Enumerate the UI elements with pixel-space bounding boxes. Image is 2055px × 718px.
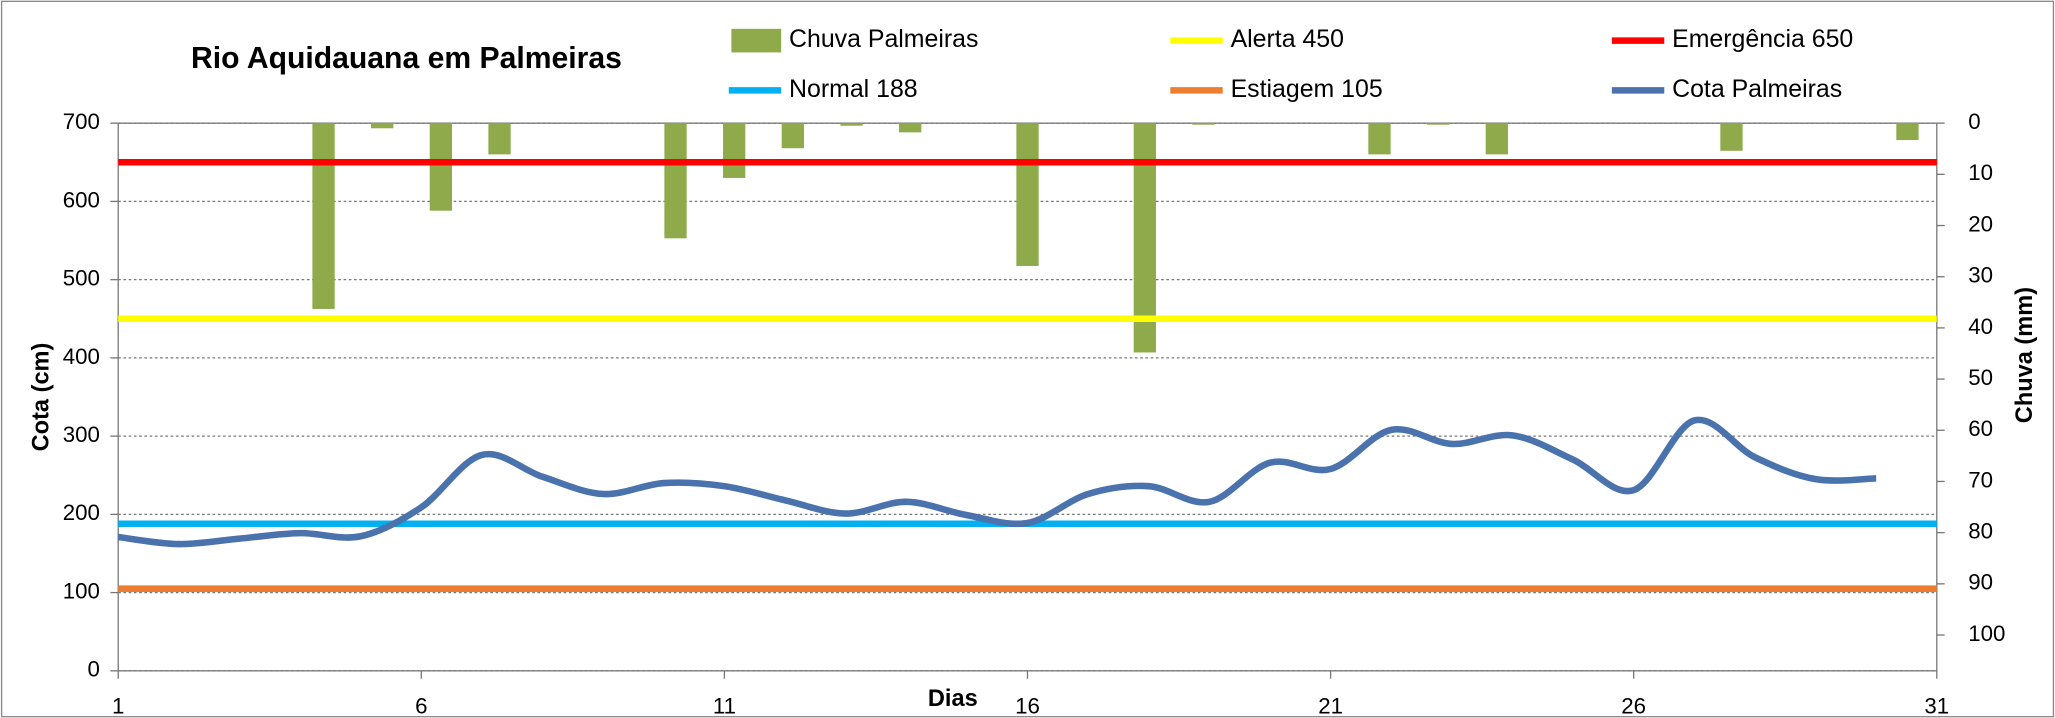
rain-bar (899, 123, 922, 133)
x-tick-label: 1 (112, 693, 124, 718)
rain-bar (723, 123, 746, 178)
rain-bar (1192, 123, 1215, 125)
y2-tick-label: 30 (1968, 263, 1993, 288)
y2-tick-label: 20 (1968, 211, 1993, 236)
rain-bar (1016, 123, 1039, 266)
chart-title: Rio Aquidauana em Palmeiras (191, 42, 622, 75)
y-tick-label: 600 (63, 187, 100, 212)
rain-bar (1133, 123, 1156, 353)
y2-tick-label: 80 (1968, 519, 1993, 544)
rain-bar (371, 123, 394, 129)
y2-axis-title: Chuva (mm) (2011, 287, 2037, 423)
y2-tick-label: 40 (1968, 314, 1993, 339)
y2-tick-label: 70 (1968, 467, 1993, 492)
rain-bar (781, 123, 804, 149)
legend-label: Chuva Palmeiras (789, 25, 978, 53)
legend-label: Emergência 650 (1672, 25, 1853, 53)
y-tick-label: 400 (63, 344, 100, 369)
rain-bar (1485, 123, 1508, 155)
y2-tick-label: 100 (1968, 621, 2005, 646)
x-tick-label: 16 (1015, 693, 1040, 718)
y-tick-label: 100 (63, 578, 100, 603)
y-axis-title: Cota (cm) (27, 343, 53, 452)
rain-bar (429, 123, 453, 211)
legend-label: Cota Palmeiras (1672, 75, 1842, 103)
x-tick-label: 6 (415, 693, 427, 718)
rain-bar (1896, 123, 1919, 141)
y2-tick-label: 0 (1968, 109, 1980, 134)
y2-tick-label: 60 (1968, 416, 1993, 441)
rain-bar (1720, 123, 1743, 151)
legend-label: Normal 188 (789, 75, 918, 103)
legend-label: Alerta 450 (1231, 25, 1344, 53)
y2-tick-label: 90 (1968, 570, 1993, 595)
y-tick-label: 0 (87, 657, 99, 682)
series-line (117, 416, 1877, 548)
y-tick-label: 700 (63, 109, 100, 134)
x-axis-title: Dias (928, 685, 978, 711)
y2-tick-label: 10 (1968, 160, 1993, 185)
x-tick-label: 21 (1318, 693, 1343, 718)
x-tick-label: 11 (713, 693, 736, 718)
rain-bar (312, 123, 335, 309)
rain-bar (840, 123, 863, 126)
rain-bar (664, 123, 687, 239)
y-tick-label: 300 (63, 422, 100, 447)
rain-bar (1427, 123, 1450, 125)
rain-bar (1368, 123, 1391, 155)
y2-tick-label: 50 (1968, 365, 1993, 390)
y-tick-label: 200 (63, 500, 100, 525)
x-tick-label: 26 (1621, 693, 1646, 718)
legend-swatch (731, 28, 782, 53)
rain-bar (488, 123, 511, 155)
x-tick-label: 31 (1924, 693, 1949, 718)
legend-label: Estiagem 105 (1231, 75, 1383, 103)
y-tick-label: 500 (63, 266, 100, 291)
